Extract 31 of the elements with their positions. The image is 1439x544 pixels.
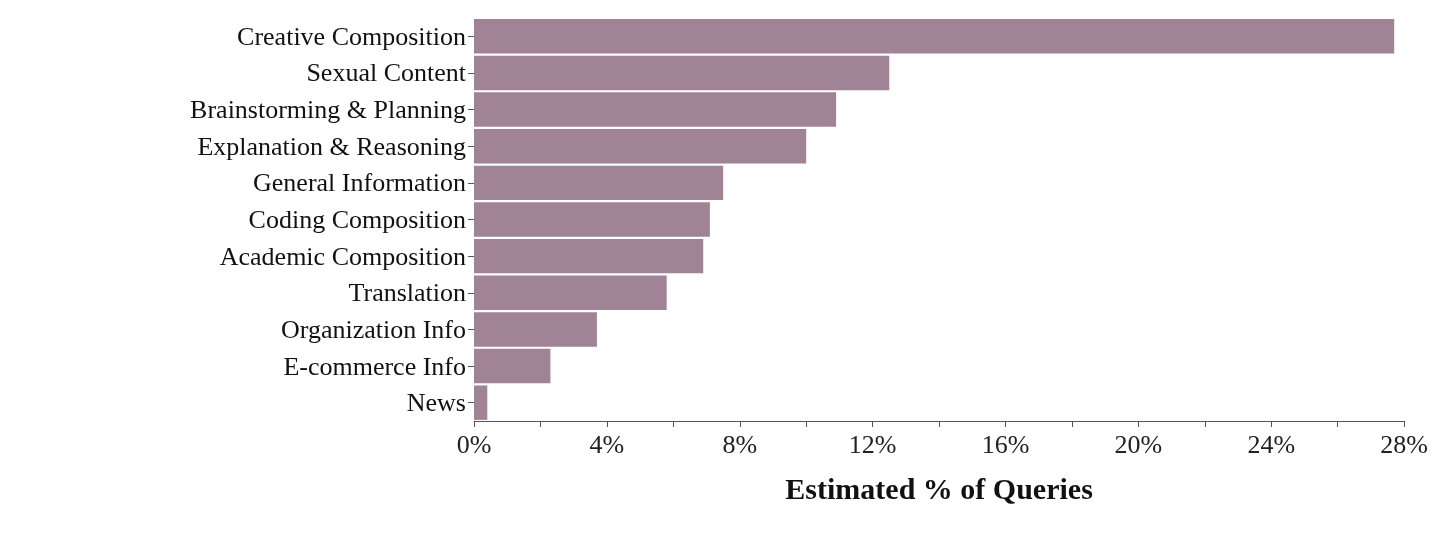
bar bbox=[474, 202, 710, 237]
x-tick-label: 28% bbox=[1380, 429, 1429, 459]
bar bbox=[474, 19, 1395, 54]
y-tick-label: Translation bbox=[348, 278, 466, 308]
y-tick-label: Academic Composition bbox=[219, 241, 466, 271]
bar bbox=[474, 165, 724, 201]
bar bbox=[474, 348, 551, 384]
x-tick-label: 20% bbox=[1114, 429, 1163, 459]
x-axis-title: Estimated % of Queries bbox=[785, 471, 1093, 505]
y-tick-label: Explanation & Reasoning bbox=[197, 131, 466, 161]
y-tick-label: Coding Composition bbox=[248, 205, 466, 234]
x-tick-label: 0% bbox=[456, 429, 492, 459]
bar bbox=[474, 238, 704, 274]
x-tick-label: 4% bbox=[589, 429, 625, 459]
bar bbox=[474, 55, 890, 91]
bar bbox=[474, 385, 488, 420]
y-tick-label: Organization Info bbox=[280, 314, 466, 344]
y-tick-label: E-commerce Info bbox=[283, 351, 466, 381]
y-tick-label: General Information bbox=[253, 168, 466, 198]
bar bbox=[474, 312, 597, 347]
x-tick-label: 8% bbox=[722, 429, 758, 459]
bar bbox=[474, 92, 837, 127]
y-tick-label: Brainstorming & Planning bbox=[190, 95, 466, 125]
x-tick-label: 16% bbox=[981, 429, 1030, 459]
y-tick-label: News bbox=[406, 388, 466, 418]
x-tick-label: 12% bbox=[848, 429, 897, 459]
bar bbox=[474, 275, 667, 310]
y-tick-label: Creative Composition bbox=[237, 21, 466, 51]
x-tick-label: 24% bbox=[1247, 429, 1296, 459]
bar bbox=[474, 129, 807, 164]
y-tick-label: Sexual Content bbox=[306, 58, 467, 88]
